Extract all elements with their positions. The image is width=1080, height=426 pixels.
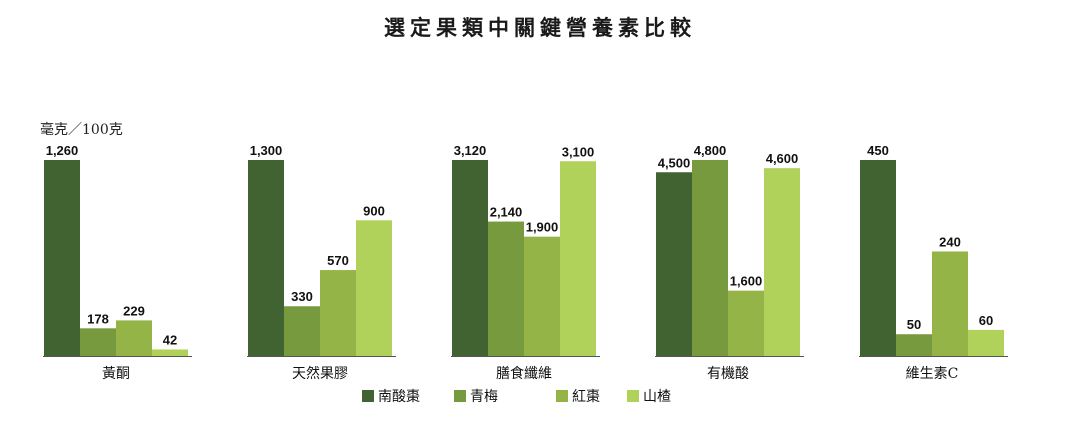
data-label: 1,300: [250, 143, 283, 158]
bar-5-1: [860, 160, 896, 356]
legend-swatch: [556, 390, 568, 402]
data-label: 4,600: [766, 151, 799, 166]
unit-label: 毫克／100克: [40, 122, 123, 138]
legend-swatch: [454, 390, 466, 402]
bar-5-4: [968, 329, 1004, 356]
legend-label: 青梅: [470, 389, 498, 405]
data-label: 1,260: [46, 143, 79, 158]
data-label: 240: [939, 234, 961, 249]
data-label: 900: [363, 203, 385, 218]
bar-3-3: [524, 236, 560, 356]
bar-4-3: [728, 290, 764, 356]
legend-label: 山楂: [643, 389, 671, 405]
data-label: 450: [867, 143, 889, 158]
chart-title: 選定果類中關鍵營養素比較: [384, 16, 696, 40]
category-label: 有機酸: [707, 366, 749, 382]
bar-1-4: [152, 349, 188, 356]
data-label: 3,100: [562, 144, 595, 159]
bar-4-1: [656, 172, 692, 356]
bar-1-3: [116, 320, 152, 356]
legend-swatch: [627, 390, 639, 402]
data-label: 4,500: [658, 155, 691, 170]
category-label: 天然果膠: [292, 365, 348, 382]
bar-3-2: [488, 221, 524, 356]
bar-3-1: [452, 160, 488, 356]
data-label: 229: [123, 303, 145, 318]
bar-1-2: [80, 328, 116, 356]
bar-2-4: [356, 220, 392, 356]
data-label: 42: [163, 332, 177, 347]
bar-4-2: [692, 160, 728, 356]
data-label: 330: [291, 289, 313, 304]
data-label: 4,800: [694, 143, 727, 158]
bar-2-2: [284, 306, 320, 356]
category-label: 膳食纖維: [496, 365, 552, 382]
category-label: 維生素C: [906, 366, 959, 382]
legend-label: 南酸棗: [378, 389, 420, 405]
data-label: 178: [87, 311, 109, 326]
data-label: 50: [907, 317, 921, 332]
data-label: 1,900: [526, 220, 559, 235]
data-label: 3,120: [454, 143, 487, 158]
bar-2-3: [320, 270, 356, 356]
data-label: 570: [327, 253, 349, 268]
legend-swatch: [362, 390, 374, 402]
bar-5-3: [932, 251, 968, 356]
legend-label: 紅棗: [572, 389, 600, 405]
bar-1-1: [44, 160, 80, 356]
bar-5-2: [896, 334, 932, 356]
data-label: 1,600: [730, 274, 763, 289]
category-label: 黃酮: [102, 366, 130, 382]
data-label: 60: [979, 313, 993, 328]
bar-3-4: [560, 161, 596, 356]
data-label: 2,140: [490, 205, 523, 220]
bar-4-4: [764, 168, 800, 356]
bar-2-1: [248, 160, 284, 356]
